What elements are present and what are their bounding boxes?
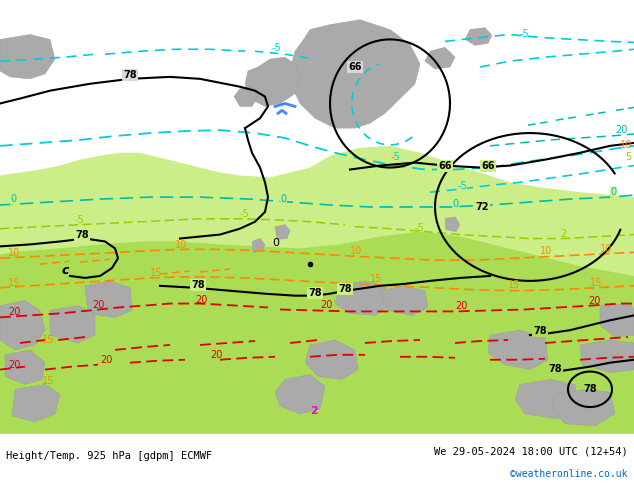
Polygon shape [275, 225, 290, 240]
Polygon shape [5, 350, 45, 384]
Text: 20: 20 [92, 300, 105, 311]
Text: ©weatheronline.co.uk: ©weatheronline.co.uk [510, 469, 628, 479]
Polygon shape [515, 379, 578, 419]
Text: 10: 10 [8, 248, 20, 258]
Text: 15: 15 [508, 280, 521, 290]
Text: 78: 78 [123, 70, 137, 80]
Text: 66: 66 [348, 62, 362, 72]
Polygon shape [0, 34, 55, 79]
Text: 15: 15 [370, 274, 382, 284]
Text: 78: 78 [191, 280, 205, 290]
Polygon shape [335, 281, 390, 316]
Text: -5: -5 [457, 181, 467, 191]
Text: 0: 0 [452, 199, 458, 209]
Text: c: c [62, 264, 69, 277]
Polygon shape [0, 232, 634, 434]
Text: 5: 5 [625, 152, 631, 162]
Text: -5: -5 [415, 222, 425, 233]
Polygon shape [290, 20, 420, 128]
Polygon shape [234, 87, 258, 106]
Polygon shape [305, 340, 358, 379]
Polygon shape [465, 27, 492, 46]
Text: 15: 15 [42, 376, 55, 387]
Text: 0: 0 [272, 239, 279, 248]
Text: 20: 20 [615, 125, 628, 135]
Polygon shape [252, 239, 265, 252]
Polygon shape [445, 217, 460, 232]
Text: 20: 20 [210, 350, 223, 360]
Polygon shape [425, 48, 455, 69]
Text: 20: 20 [8, 307, 20, 318]
Text: 15: 15 [150, 268, 162, 278]
Text: -5: -5 [390, 152, 400, 162]
Text: 15: 15 [590, 278, 602, 288]
Text: 78: 78 [533, 326, 547, 336]
Text: 20: 20 [588, 295, 600, 306]
Text: 10: 10 [350, 246, 362, 256]
Text: We 29-05-2024 18:00 UTC (12+54): We 29-05-2024 18:00 UTC (12+54) [434, 447, 628, 457]
Polygon shape [488, 330, 548, 369]
Text: 72: 72 [476, 202, 489, 212]
Text: 20: 20 [195, 294, 207, 305]
Text: 20: 20 [100, 355, 112, 365]
Polygon shape [245, 57, 300, 106]
Text: -5: -5 [520, 29, 530, 40]
Text: 10: 10 [620, 140, 632, 150]
Text: 15: 15 [8, 278, 20, 288]
Text: 20: 20 [320, 300, 332, 311]
Polygon shape [380, 286, 428, 316]
Text: -5: -5 [240, 209, 250, 219]
Text: 0: 0 [10, 194, 16, 204]
Text: 66: 66 [438, 161, 452, 171]
Polygon shape [552, 389, 615, 426]
Polygon shape [580, 340, 634, 372]
Text: 20: 20 [455, 301, 467, 312]
Text: 10: 10 [600, 245, 612, 254]
Text: 0: 0 [280, 194, 286, 204]
Polygon shape [600, 303, 634, 337]
Polygon shape [275, 374, 325, 414]
Text: 66: 66 [481, 161, 495, 171]
Polygon shape [0, 300, 45, 350]
Text: 15: 15 [42, 335, 55, 345]
Text: 78: 78 [308, 288, 322, 298]
Text: 78: 78 [548, 364, 562, 373]
Text: 78: 78 [75, 230, 89, 240]
Polygon shape [85, 281, 132, 318]
Text: 0: 0 [610, 187, 616, 197]
Polygon shape [0, 146, 634, 434]
Polygon shape [50, 306, 95, 343]
Text: 2: 2 [560, 228, 566, 239]
Text: 20: 20 [8, 360, 20, 369]
Text: Height/Temp. 925 hPa [gdpm] ECMWF: Height/Temp. 925 hPa [gdpm] ECMWF [6, 451, 212, 461]
Text: -5: -5 [272, 43, 281, 53]
Text: 78: 78 [338, 284, 352, 294]
Polygon shape [12, 384, 60, 422]
Text: 10: 10 [540, 246, 552, 256]
Text: 10: 10 [175, 241, 187, 250]
Text: -5: -5 [75, 215, 85, 225]
Text: 2: 2 [310, 406, 318, 416]
Text: 78: 78 [583, 384, 597, 394]
